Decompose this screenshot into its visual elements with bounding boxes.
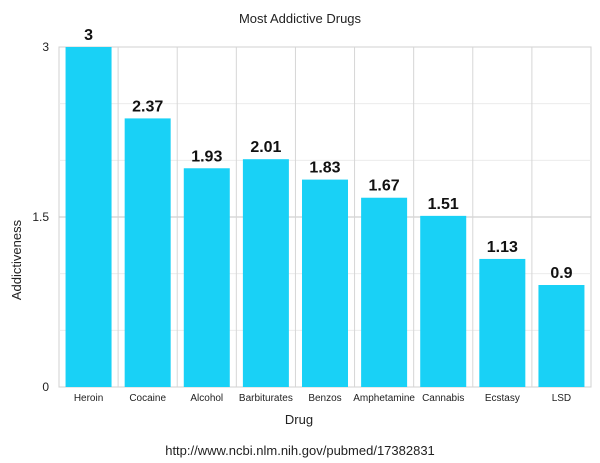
data-label: 1.13 [487,239,518,256]
bar-alcohol [183,168,230,387]
source-url: http://www.ncbi.nlm.nih.gov/pubmed/17382… [165,443,435,458]
data-label: 1.83 [309,160,340,177]
data-label: 3 [84,27,93,44]
bar-cocaine [124,118,171,388]
bar-amphetamine [361,197,408,387]
y-tick-label: 0 [42,380,49,394]
y-tick-label: 3 [42,40,49,54]
data-label: 0.9 [550,265,572,282]
x-tick-label: Heroin [74,393,103,404]
y-axis-label: Addictiveness [9,219,24,300]
x-tick-label: Amphetamine [353,393,415,404]
bar-heroin [65,47,112,387]
bar-cannabis [420,215,467,387]
x-tick-label: Benzos [308,393,341,404]
data-label: 2.01 [250,139,281,156]
x-axis-ticks: Heroin Cocaine Alcohol Barbiturates Benzos Am… [74,393,571,404]
x-axis-label: Drug [285,412,313,427]
x-tick-label: Barbiturates [239,393,293,404]
x-tick-label: Cannabis [422,393,464,404]
chart-title: Most Addictive Drugs [239,11,362,26]
data-label: 1.51 [428,196,459,213]
x-tick-label: Ecstasy [485,393,520,404]
bars [65,47,585,388]
data-label: 2.37 [132,98,163,115]
bar-benzos [302,179,348,387]
data-label: 1.67 [369,178,400,195]
bar-barbiturates [242,159,289,387]
x-tick-label: LSD [552,393,571,404]
y-tick-label: 1.5 [32,210,49,224]
bar-ecstasy [479,258,526,387]
x-tick-label: Alcohol [190,393,223,404]
y-axis-ticks: 01.53 [32,40,49,394]
x-tick-label: Cocaine [129,393,166,404]
bar-lsd [538,285,585,387]
data-labels: 3 2.37 1.93 2.01 1.83 1.67 1.51 1.13 0.9 [84,27,573,282]
data-label: 1.93 [191,148,222,165]
